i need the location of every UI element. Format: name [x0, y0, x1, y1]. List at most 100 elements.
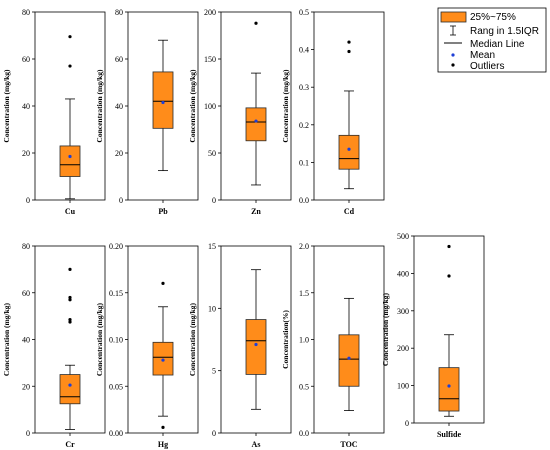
- y-tick-label-pb-3: 60: [115, 55, 123, 64]
- subplot-as: 0 5 10 15 Concentration (mg/kg) As: [188, 242, 292, 449]
- y-tick-label-zn-4: 200: [204, 8, 216, 17]
- iqr-box-cu: [59, 145, 81, 177]
- y-tick-label-cd-2: 0.2: [299, 121, 309, 130]
- y-tick-label-cr-3: 60: [22, 289, 30, 298]
- x-label-cu: Cu: [65, 207, 76, 216]
- y-tick-label-toc-1: 0.5: [299, 382, 309, 391]
- iqr-box-sulfide: [438, 367, 460, 412]
- y-axis-title-sulfide: Concentration (mg/kg): [381, 292, 390, 366]
- y-tick-label-as-3: 15: [208, 242, 216, 251]
- legend: 25%~75% Rang in 1.5IQR Median Line Mean …: [437, 7, 547, 73]
- y-tick-label-toc-4: 2.0: [299, 242, 309, 251]
- y-tick-label-zn-3: 150: [204, 55, 216, 64]
- mean-point-cd: [347, 147, 351, 151]
- outlier-point-zn-0: [254, 21, 258, 25]
- y-tick-label-cr-4: 80: [22, 242, 30, 251]
- x-label-pb: Pb: [158, 207, 168, 216]
- y-tick-label-sulfide-1: 100: [397, 382, 409, 391]
- y-axis-title-pb: Concentration (mg/kg): [95, 69, 104, 143]
- y-tick-label-cu-0: 0: [26, 196, 30, 205]
- y-tick-label-toc-0: 0.0: [299, 429, 309, 438]
- y-tick-label-hg-3: 0.15: [109, 289, 123, 298]
- outlier-point-hg-0: [161, 425, 165, 429]
- x-label-cd: Cd: [344, 207, 355, 216]
- mean-point-hg: [161, 358, 165, 362]
- subplot-sulfide: 0 100 200 300 400 500 Concentration (mg/kg) Sul…: [381, 232, 485, 439]
- outlier-point-cr-4: [68, 267, 72, 271]
- y-tick-label-cr-0: 0: [26, 429, 30, 438]
- y-axis-title-cd: Concentration (mg/kg): [281, 69, 290, 143]
- y-tick-label-sulfide-4: 400: [397, 269, 409, 278]
- y-tick-label-pb-1: 20: [115, 149, 123, 158]
- subplot-grid: 0 20 40 60 80 Concentration (mg/kg) Cu 0 20 40 60 8…: [2, 8, 485, 449]
- legend-swatch-box: [440, 11, 467, 23]
- y-tick-label-zn-2: 100: [204, 102, 216, 111]
- x-label-sulfide: Sulfide: [437, 430, 461, 439]
- legend-swatch-outliers: [451, 63, 455, 67]
- mean-point-sulfide: [447, 384, 451, 388]
- y-tick-label-cu-3: 60: [22, 55, 30, 64]
- subplot-cd: 0.0 0.1 0.2 0.3 0.4 0.5 Concentration (mg/kg) C…: [281, 8, 385, 216]
- iqr-box-cr: [59, 374, 81, 405]
- outlier-point-cu-1: [68, 35, 72, 39]
- outlier-point-cd-1: [347, 40, 351, 44]
- mean-point-cr: [68, 383, 72, 387]
- mean-point-pb: [161, 100, 165, 105]
- y-tick-label-as-1: 5: [212, 367, 216, 376]
- legend-swatch-mean: [451, 53, 455, 57]
- subplot-hg: 0.00 0.05 0.10 0.15 0.20 Concentration (mg/kg…: [95, 242, 199, 449]
- legend-label-median: Median Line: [470, 39, 525, 50]
- y-tick-label-zn-1: 50: [208, 149, 216, 158]
- x-label-as: As: [252, 440, 261, 449]
- y-tick-label-hg-2: 0.10: [109, 336, 123, 345]
- y-tick-label-hg-1: 0.05: [109, 382, 123, 391]
- legend-label-mean: Mean: [470, 50, 495, 61]
- legend-label-box: 25%~75%: [470, 12, 516, 23]
- outlier-point-cr-2: [68, 298, 72, 302]
- y-tick-label-cu-1: 20: [22, 149, 30, 158]
- outlier-point-hg-1: [161, 281, 165, 285]
- iqr-box-cd: [338, 134, 360, 170]
- y-tick-label-pb-4: 80: [115, 8, 123, 17]
- y-tick-label-toc-2: 1.0: [299, 336, 309, 345]
- y-tick-label-sulfide-3: 300: [397, 307, 409, 316]
- y-tick-label-as-0: 0: [212, 429, 216, 438]
- x-label-toc: TOC: [340, 440, 357, 449]
- y-tick-label-hg-4: 0.20: [109, 242, 123, 251]
- subplot-cu: 0 20 40 60 80 Concentration (mg/kg) Cu: [2, 8, 106, 216]
- subplot-pb: 0 20 40 60 80 Concentration (mg/kg) Pb: [95, 8, 199, 216]
- y-tick-label-cd-1: 0.1: [299, 158, 309, 167]
- outlier-point-sulfide-0: [447, 274, 451, 278]
- y-tick-label-cr-1: 20: [22, 382, 30, 391]
- outlier-point-cd-0: [347, 49, 351, 54]
- y-axis-title-cu: Concentration (mg/kg): [2, 69, 11, 143]
- y-axis-title-toc: Concentration(%): [281, 310, 290, 369]
- y-tick-label-cd-5: 0.5: [299, 8, 309, 17]
- legend-label-range: Rang in 1.5IQR: [470, 26, 539, 37]
- y-axis-title-cr: Concentration (mg/kg): [2, 302, 11, 376]
- y-tick-label-zn-0: 0: [212, 196, 216, 205]
- iqr-box-as: [245, 319, 267, 375]
- y-tick-label-toc-3: 1.5: [299, 289, 309, 298]
- iqr-box-toc: [338, 334, 360, 387]
- iqr-box-pb: [152, 71, 174, 129]
- y-tick-label-cd-3: 0.3: [299, 83, 309, 92]
- subplot-toc: 0.0 0.5 1.0 1.5 2.0 Concentration(%) TOC: [281, 242, 385, 449]
- subplot-zn: 0 50 100 150 200 Concentration (mg/kg) Zn: [188, 8, 292, 216]
- y-tick-label-as-2: 10: [208, 304, 216, 313]
- iqr-box-zn: [245, 107, 267, 142]
- y-tick-label-sulfide-5: 500: [397, 232, 409, 241]
- y-tick-label-cu-4: 80: [22, 8, 30, 17]
- outlier-point-cr-3: [68, 295, 72, 300]
- y-axis-title-zn: Concentration (mg/kg): [188, 69, 197, 143]
- mean-point-toc: [347, 356, 351, 360]
- outlier-point-cr-1: [68, 318, 72, 322]
- mean-point-as: [254, 342, 258, 347]
- legend-label-outliers: Outliers: [470, 61, 504, 72]
- legend-swatch-range: [450, 25, 456, 36]
- outlier-point-cr-0: [68, 320, 72, 324]
- outlier-point-cu-0: [68, 64, 72, 68]
- y-tick-label-hg-0: 0.00: [109, 429, 123, 438]
- y-tick-label-sulfide-2: 200: [397, 344, 409, 353]
